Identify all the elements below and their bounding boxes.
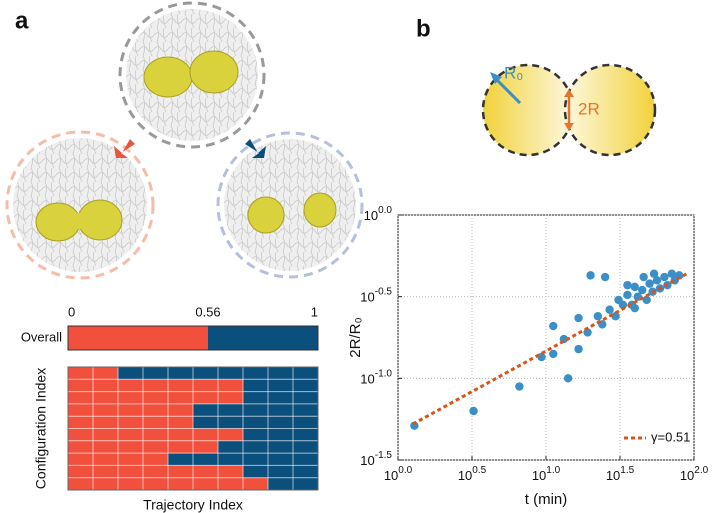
y-axis-label: Configuration Index [33, 368, 49, 489]
data-point [652, 276, 662, 285]
bar-segment [193, 403, 318, 417]
data-point [645, 279, 654, 288]
panel-label: b [416, 15, 431, 42]
gap-label: 2R [578, 99, 600, 118]
legend-label: γ=0.51 [651, 429, 690, 444]
data-point [549, 349, 558, 359]
data-point [605, 305, 614, 314]
radius-label: R₀ [504, 63, 523, 82]
data-point [574, 313, 583, 323]
data-point [623, 290, 632, 300]
data-point [586, 271, 595, 280]
data-point [667, 269, 677, 278]
tick-label: 101.0 [532, 465, 561, 484]
bar-segment [68, 465, 243, 478]
simulation-snapshot [118, 1, 266, 149]
tick-label: 102.0 [680, 465, 709, 484]
bar-segment [208, 326, 318, 350]
bar-segment [68, 416, 193, 429]
tick-label: 10-1.5 [360, 450, 392, 469]
bar-segment [68, 428, 243, 441]
data-point [630, 303, 639, 313]
tick-label: 10-0.5 [360, 286, 392, 305]
tick-label: 100.0 [384, 465, 413, 484]
bar-segment [243, 465, 318, 478]
data-point [618, 300, 628, 309]
tick-label: 100.0 [364, 205, 393, 224]
tick-label: 100.5 [458, 465, 487, 484]
arrow [245, 139, 266, 158]
bar-segment [243, 391, 318, 404]
droplet-diagram [481, 63, 657, 157]
bar-segment [193, 416, 318, 429]
tick-label: 101.5 [606, 465, 635, 484]
data-point [469, 406, 478, 416]
bar-segment [68, 326, 208, 350]
fit-line [412, 272, 688, 426]
arrow [114, 139, 135, 158]
x-tick-label: 1 [311, 304, 318, 319]
data-point [515, 382, 524, 391]
data-point [593, 312, 603, 321]
data-point [623, 280, 632, 290]
bar-segment [68, 379, 243, 392]
data-point [563, 374, 573, 383]
bar-segment [243, 428, 318, 441]
data-point [574, 344, 583, 354]
x-tick-label: 0.56 [195, 304, 220, 319]
y-axis-label: 2R/R₀ [347, 317, 364, 357]
data-point [639, 272, 648, 282]
category-label: Overall [21, 329, 62, 344]
bar-segment [68, 391, 243, 404]
data-point [642, 295, 651, 305]
data-point [537, 352, 546, 362]
x-axis-label: Trajectory Index [143, 497, 243, 513]
bar-segment [68, 403, 193, 417]
data-point [660, 272, 669, 282]
x-tick-label: 0 [68, 304, 75, 319]
panel-label: a [15, 7, 29, 34]
data-point [638, 285, 647, 295]
data-point [649, 269, 659, 278]
tick-label: 10-1.0 [360, 368, 392, 387]
data-point [600, 272, 610, 282]
data-point [549, 321, 558, 331]
x-axis-label: t (min) [525, 491, 568, 508]
frame [67, 366, 319, 491]
bar-segment [243, 379, 318, 392]
simulation-snapshot [216, 131, 364, 279]
frame [67, 325, 319, 351]
simulation-snapshot [5, 130, 155, 280]
data-point [611, 312, 620, 321]
data-point [630, 282, 639, 292]
